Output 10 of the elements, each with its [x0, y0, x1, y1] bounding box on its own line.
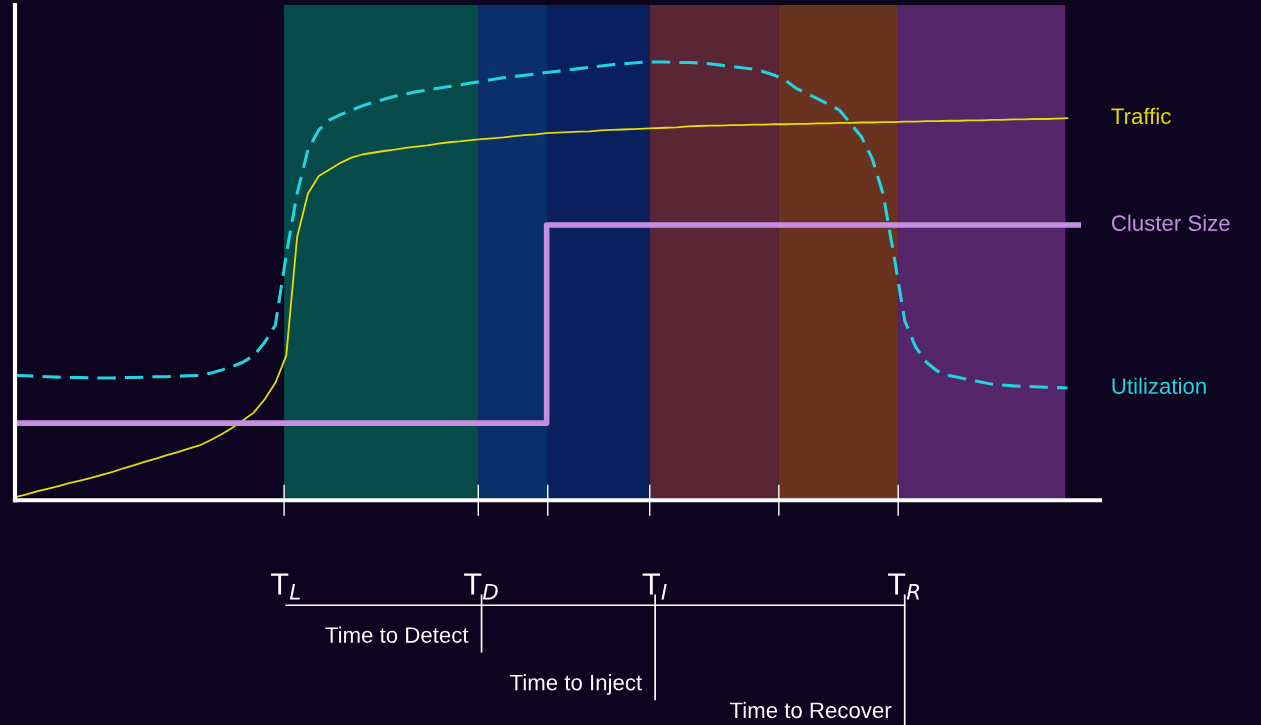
text: Time to Detect	[325, 626, 469, 643]
x-tick-label: T$_{L}$	[271, 573, 300, 600]
text: Time to Recover	[730, 701, 892, 719]
x-tick-label: T$_{D}$	[464, 573, 498, 600]
text: Utilization	[1112, 377, 1206, 395]
text: Time to Inject	[510, 674, 642, 695]
series-label: Cluster Size	[1111, 214, 1230, 232]
series-label: Traffic	[1111, 107, 1171, 125]
x-tick-label: T$_{R}$	[887, 573, 920, 600]
x-tick-label: T$_{I}$	[642, 573, 667, 600]
